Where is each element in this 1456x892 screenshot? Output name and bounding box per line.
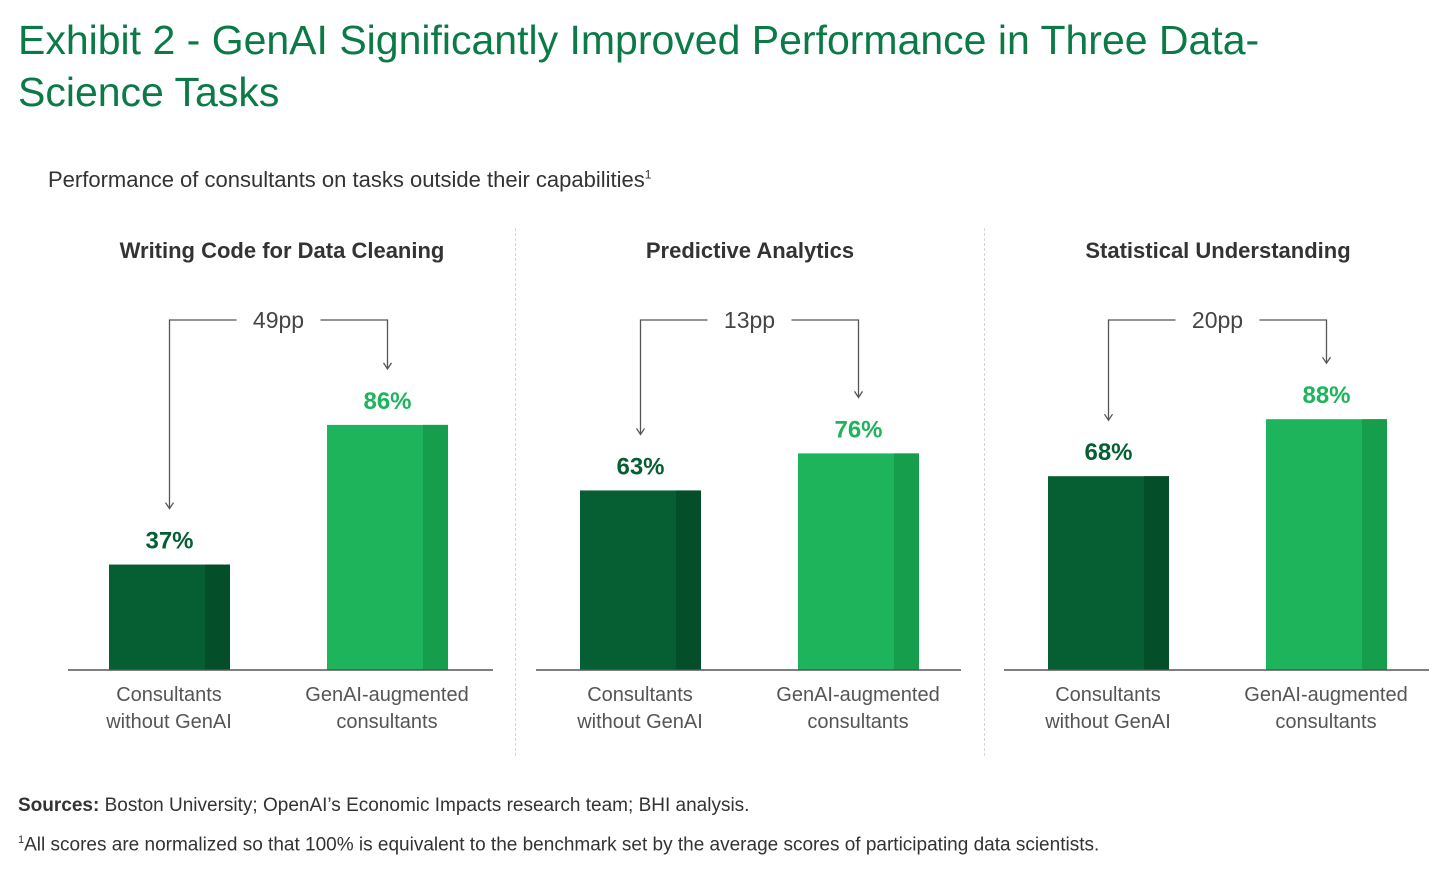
difference-label: 13pp [724,307,775,333]
footnote-text: All scores are normalized so that 100% i… [24,834,1100,856]
difference-bracket [639,319,860,435]
difference-label: 20pp [1192,307,1243,333]
panel-title: Writing Code for Data Cleaning [119,238,445,263]
category-label: GenAI-augmented consultants [282,682,492,736]
category-label-line: Consultants [587,684,693,706]
subtitle-text: Performance of consultants on tasks outs… [48,167,645,192]
difference-bracket [1107,319,1328,421]
bar-chart-svg: 37% 86% 49pp [68,307,493,671]
difference-bracket [168,319,389,509]
chart-title: Exhibit 2 - GenAI Significantly Improved… [18,17,1260,115]
bar-chart-svg: 63% 76% 13pp [536,307,961,671]
bar-shade [676,490,701,670]
value-label: 37% [145,528,193,555]
bar-shade [423,424,448,670]
arrow-head [382,362,393,371]
category-label: Consultants without GenAI [1003,682,1213,736]
difference-label: 49pp [253,307,304,333]
category-label-line: GenAI-augmented [1244,684,1408,706]
category-label-line: Consultants [116,684,222,706]
panel-divider [515,228,516,756]
category-label: Consultants without GenAI [535,682,745,736]
bar-shade [1144,476,1169,670]
sources-label: Sources: [18,795,100,816]
value-label: 76% [834,416,882,443]
category-label: GenAI-augmented consultants [753,682,963,736]
bar-chart-svg: 68% 88% 20pp [1004,307,1429,671]
panel-statistical-understanding: Statistical Understanding 68% 88% 20pp Con… [983,230,1453,750]
arrow-head [1103,413,1114,422]
sources-text: Boston University; OpenAI’s Economic Imp… [99,795,750,816]
sources-note: Sources: Boston University; OpenAI’s Eco… [18,795,749,817]
arrow-head [853,391,864,399]
panel-title: Predictive Analytics [645,238,855,263]
category-label-line: Consultants [1055,684,1161,706]
category-label-line: consultants [336,711,438,733]
bar-shade [205,564,230,670]
footnote-mark: 1 [18,834,25,846]
category-label-line: consultants [1275,711,1377,733]
bar-shade [894,453,919,670]
panel-predictive-analytics: Predictive Analytics 63% 76% 13pp Consulta… [515,230,985,750]
panel-writing-code: Writing Code for Data Cleaning 37% 86% 49p… [47,230,517,750]
arrow-head [1321,356,1332,365]
value-label: 68% [1084,439,1132,466]
category-label-line: without GenAI [577,711,703,733]
chart-subtitle: Performance of consultants on tasks outs… [48,167,651,193]
value-label: 63% [616,453,664,480]
arrow-head [635,428,646,436]
category-label: GenAI-augmented consultants [1221,682,1431,736]
category-label-line: GenAI-augmented [305,684,469,706]
value-label: 88% [1302,382,1350,409]
footnote: 1All scores are normalized so that 100% … [18,834,1099,856]
category-label-line: GenAI-augmented [776,684,940,706]
bar-shade [1362,419,1387,670]
panel-title: Statistical Understanding [1085,238,1351,263]
category-label: Consultants without GenAI [64,682,274,736]
arrow-head [164,502,175,510]
value-label: 86% [363,388,411,415]
category-label-line: without GenAI [106,711,232,733]
panel-divider [984,228,985,756]
category-label-line: consultants [807,711,909,733]
category-label-line: without GenAI [1045,711,1171,733]
subtitle-footnote-mark: 1 [644,167,652,182]
